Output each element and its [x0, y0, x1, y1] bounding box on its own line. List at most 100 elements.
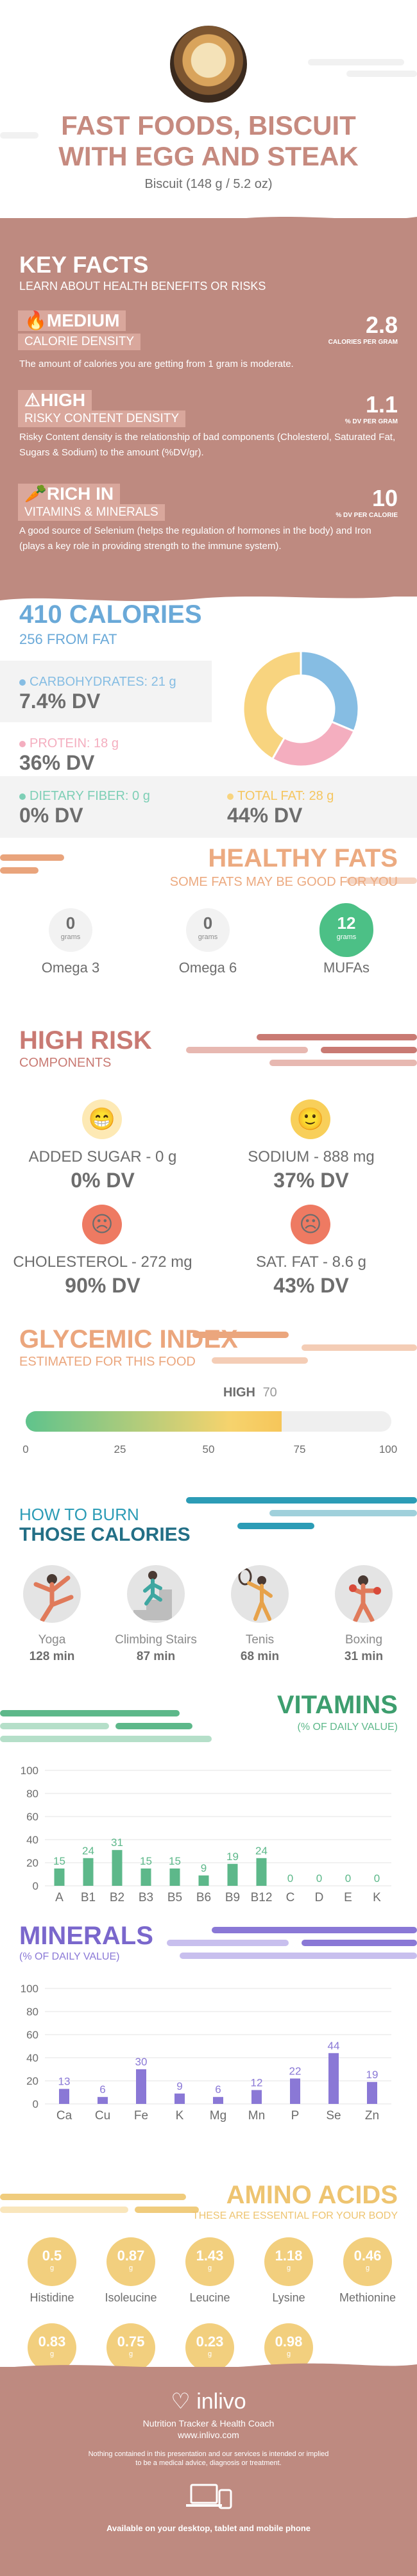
- mineral-value-label: 13: [58, 2076, 71, 2088]
- omega6-unit: grams: [198, 933, 218, 941]
- vitamin-value-label: 15: [169, 1855, 181, 1867]
- food-photo: [170, 26, 247, 103]
- calories-from-fat: 256 FROM FAT: [19, 631, 117, 647]
- mineral-value-label: 44: [328, 2040, 340, 2052]
- vitamin-category-label: B2: [110, 1891, 124, 1904]
- fat-box: TOTAL FAT: 28 g 44% DV: [212, 776, 417, 838]
- burn-title-line-2: THOSE CALORIES: [19, 1524, 191, 1545]
- gi-tick: 0: [22, 1443, 29, 1455]
- rich-in-desc: A good source of Selenium (helps the reg…: [19, 525, 371, 552]
- footer-url[interactable]: www.inlivo.com: [178, 2430, 239, 2440]
- calorie-density-level: MEDIUM: [46, 310, 120, 330]
- vitamin-category-label: D: [315, 1891, 324, 1904]
- decor-line: [115, 1723, 192, 1729]
- vitamin-category-label: K: [373, 1891, 381, 1904]
- decor-line: [346, 71, 417, 77]
- glycemic-subtitle: ESTIMATED FOR THIS FOOD: [19, 1355, 196, 1369]
- fiber-label: DIETARY FIBER: 0 g: [19, 789, 212, 804]
- vitamin-y-tick: 40: [26, 1834, 38, 1846]
- mineral-value-label: 9: [176, 2080, 182, 2092]
- vitamin-category-label: A: [55, 1891, 64, 1904]
- added-sugar-dv: 0% DV: [71, 1169, 135, 1192]
- added-sugar-happy-icon: 😁: [82, 1099, 122, 1139]
- mineral-value-label: 6: [99, 2083, 105, 2096]
- omega3-label: Omega 3: [41, 960, 100, 976]
- amino-circle: 0.75 g: [106, 2323, 155, 2372]
- amino-circle: 0.46 g: [343, 2237, 392, 2286]
- amino-unit: g: [128, 2264, 133, 2272]
- gi-tick: 75: [293, 1443, 306, 1455]
- mineral-value-label: 22: [289, 2065, 302, 2077]
- vitamin-value-label: 15: [53, 1855, 65, 1867]
- serving-size: Biscuit (148 g / 5.2 oz): [144, 177, 273, 191]
- decor-line: [321, 1047, 417, 1053]
- calorie-density-tag: 🔥MEDIUM: [18, 310, 126, 331]
- omega3-value: 0: [65, 913, 76, 933]
- footer-available: Available on your desktop, tablet and mo…: [106, 2523, 311, 2533]
- vitamin-bar: [112, 1850, 123, 1886]
- burn-title-line-1: HOW TO BURN: [19, 1505, 139, 1524]
- gi-tick: 25: [114, 1443, 126, 1455]
- fiber-dv: 0% DV: [19, 804, 83, 827]
- mineral-bar: [98, 2097, 108, 2104]
- amino-name: Isoleucine: [105, 2291, 157, 2304]
- footer-disclaimer-1: Nothing contained in this presentation a…: [88, 2450, 329, 2458]
- carbs-label: CARBOHYDRATES: 21 g: [19, 675, 212, 690]
- fat-dv: 44% DV: [227, 804, 303, 827]
- mufa-badge-shape: [319, 903, 373, 957]
- amino-unit: g: [286, 2350, 291, 2358]
- amino-unit: g: [365, 2264, 370, 2272]
- amino-name: Lysine: [272, 2291, 305, 2304]
- vitamin-value-label: 0: [374, 1872, 380, 1885]
- risky-content-desc: Risky Content density is the relationshi…: [19, 432, 396, 458]
- risky-content-level: HIGH: [40, 390, 86, 410]
- amino-circle: 0.23 g: [185, 2323, 234, 2372]
- title-line-2: WITH EGG AND STEAK: [58, 141, 359, 171]
- vitamin-bar: [227, 1863, 238, 1886]
- mufa-circle: 12 grams: [325, 911, 368, 941]
- rich-in-tag: 🥕RICH IN: [18, 484, 121, 504]
- mineral-bar: [367, 2081, 377, 2104]
- glycemic-fill: [26, 1411, 282, 1432]
- footer-brand: ♡ inlivo: [0, 2389, 417, 2414]
- decor-line: [167, 1940, 289, 1946]
- vitamin-y-tick: 100: [21, 1765, 38, 1777]
- amino-name: Leucine: [189, 2291, 230, 2304]
- amino-value: 0.5: [42, 2248, 62, 2264]
- vitamin-value-label: 24: [255, 1845, 268, 1857]
- mineral-category-label: Se: [326, 2109, 341, 2123]
- omega3-unit: grams: [60, 933, 81, 941]
- amino-value: 1.18: [275, 2248, 303, 2264]
- decor-line: [269, 1060, 417, 1066]
- vitamin-category-label: B12: [251, 1891, 273, 1904]
- vitamin-bar: [140, 1868, 151, 1886]
- key-facts-bottom-wave: [0, 590, 417, 602]
- vitamin-y-tick: 80: [26, 1788, 38, 1800]
- omega3-circle: 0 grams: [49, 908, 92, 952]
- amino-value: 1.43: [196, 2248, 224, 2264]
- amino-unit: g: [49, 2264, 55, 2272]
- mineral-category-label: Mg: [210, 2109, 226, 2123]
- vitamin-y-tick: 0: [33, 1880, 38, 1892]
- omega6-circle: 0 grams: [186, 908, 230, 952]
- vitamin-value-label: 19: [226, 1851, 239, 1863]
- decor-line: [0, 2207, 128, 2213]
- decor-line: [0, 1736, 212, 1742]
- decor-line: [237, 1523, 314, 1529]
- amino-circle: 0.87 g: [106, 2237, 155, 2286]
- protein-label-text: PROTEIN: 18 g: [30, 736, 119, 750]
- glycemic-level-row: HIGH 70: [223, 1385, 277, 1400]
- cholesterol-label: CHOLESTEROL - 272 mg: [13, 1253, 192, 1271]
- amino-unit: g: [207, 2350, 212, 2358]
- decor-line: [321, 1497, 417, 1504]
- mineral-y-tick: 80: [26, 2006, 38, 2018]
- vitamin-value-label: 15: [140, 1855, 152, 1867]
- mineral-bar: [251, 2090, 262, 2104]
- vitamins-subtitle: (% OF DAILY VALUE): [297, 1722, 398, 1733]
- fat-label: TOTAL FAT: 28 g: [227, 789, 417, 804]
- glycemic-level: HIGH: [223, 1385, 255, 1400]
- mufa-unit: grams: [336, 933, 357, 941]
- decor-line: [346, 877, 417, 884]
- mineral-value-label: 30: [135, 2056, 148, 2068]
